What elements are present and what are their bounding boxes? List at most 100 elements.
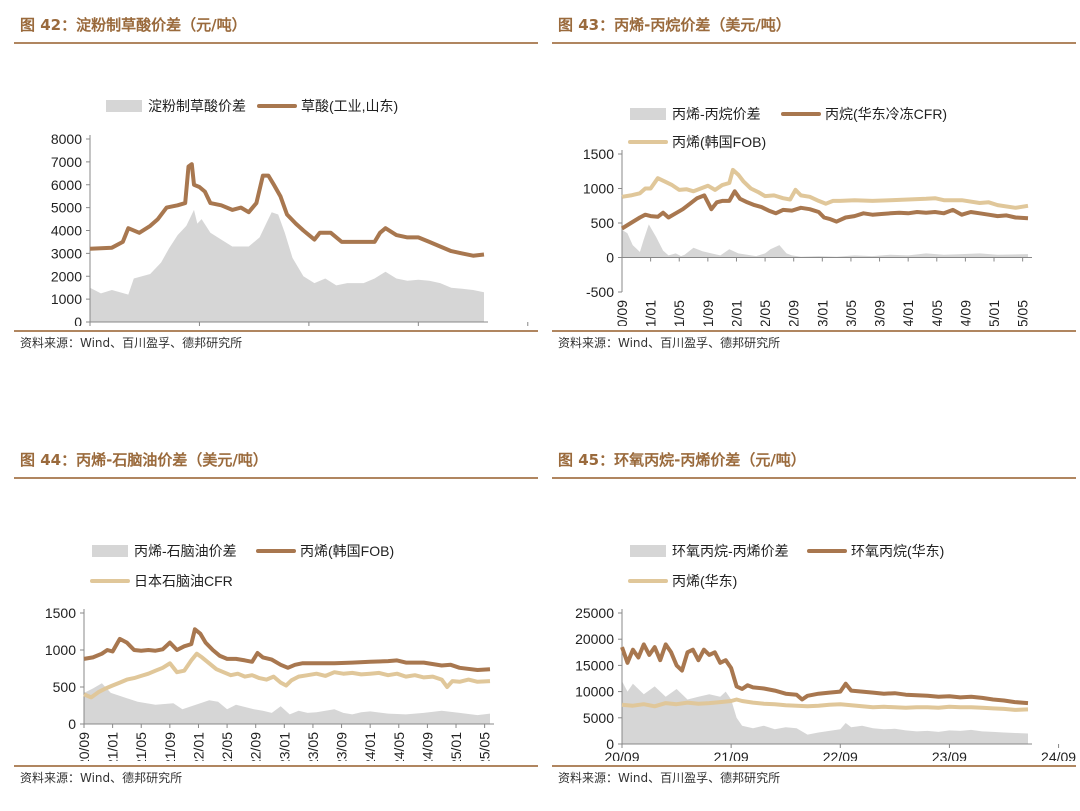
y-tick-label: 1000 [45,642,76,658]
x-tick-label: 22/05 [757,300,773,326]
series-line-丙烯(韩国FOB) [621,167,1029,210]
x-tick-label: 23/05 [305,732,321,761]
legend-label: 丙烷(华东冷冻CFR) [825,106,947,122]
y-tick-label: 1000 [583,181,614,197]
y-tick-label: 10000 [575,684,614,700]
y-tick-label: 20000 [575,631,614,647]
legend-label: 淀粉制草酸价差 [148,98,246,114]
legend-label: 丙烯-丙烷价差 [672,106,761,122]
x-tick-label: 22/09 [248,732,264,761]
legend-label: 丙烯(华东) [672,573,737,589]
y-tick-label: 8000 [51,131,82,147]
series-line-环氧丙烷(华东) [620,642,1029,706]
x-tick-label: 22/09 [823,749,858,761]
x-tick-label: 21/05 [671,300,687,326]
series-area-丙烯-丙烷价差 [622,224,1028,258]
x-tick-label: 23/05 [843,300,859,326]
figure-title: 图 43：丙烯-丙烷价差（美元/吨） [552,8,1076,44]
x-tick-label: 25/05 [477,732,493,761]
source-note: 资料来源：Wind、百川盈孚、德邦研究所 [14,330,538,354]
x-tick-label: 21/09 [700,300,716,326]
x-tick-label: 20/09 [76,732,92,761]
chart-44: 0 500 1000 1500 20/09 21/01 21/05 21/09 22/01 22/… [14,479,538,761]
source-note: 资料来源：Wind、百川盈孚、德邦研究所 [552,330,1076,354]
series-line-丙烯(华东) [621,697,1029,712]
legend-swatch-area [92,545,128,557]
figure-44-panel: 图 44：丙烯-石脑油价差（美元/吨） 0 500 1000 1500 20/09 21/… [14,443,538,789]
x-tick-label: 25/01 [986,300,1002,326]
legend-label: 丙烯(韩国FOB) [300,543,394,559]
x-tick-label: 24/01 [362,732,378,761]
x-tick-label: 24/05 [929,300,945,326]
series-area-淀粉制草酸价差 [90,209,484,322]
chart-43: -500 0 500 1000 1500 20/09 21/01 21/05 21/09 22/0… [552,44,1076,326]
legend-label: 环氧丙烷(华东) [851,543,944,559]
x-tick-label: 24/05 [391,732,407,761]
legend-label: 丙烯-石脑油价差 [134,543,237,559]
y-tick-label: 1000 [51,291,82,307]
x-tick-label: 24/01 [900,300,916,326]
y-tick-label: 25000 [575,605,614,621]
y-tick-label: 2000 [51,268,82,284]
x-tick-label: 24/09 [419,732,435,761]
series-line-丙烷(华东冷冻CFR) [620,189,1029,231]
series-area-环氧丙烷-丙烯价差 [622,681,1028,744]
series-area-丙烯-石脑油价差 [84,683,490,724]
legend-swatch-area [106,100,142,112]
x-tick-label: 24/09 [957,300,973,326]
chart-45: 0 5000 10000 15000 20000 25000 20/09 21/09 22/09… [552,479,1076,761]
x-tick-label: 21/09 [162,732,178,761]
x-tick-label: 23/09 [872,300,888,326]
x-tick-label: 25/05 [1015,300,1031,326]
x-tick-label: 23/01 [276,732,292,761]
x-tick-label: 23/09 [932,749,967,761]
x-tick-label: 22/05 [219,732,235,761]
x-tick-label: 21/05 [133,732,149,761]
x-tick-label: 20/09 [614,300,630,326]
x-tick-label: 20/09 [604,749,639,761]
x-tick-label: 22/01 [190,732,206,761]
y-tick-label: 1500 [45,605,76,621]
series-line-丙烯(韩国FOB) [83,627,491,672]
legend-label: 日本石脑油CFR [134,573,233,589]
legend-label: 草酸(工业,山东) [301,98,398,114]
x-tick-label: 23/09 [334,732,350,761]
legend-label: 环氧丙烷-丙烯价差 [672,543,789,559]
chart-42: 01000200030004000500060007000800020/0921… [14,44,538,326]
figure-title: 图 45：环氧丙烷-丙烯价差（元/吨） [552,443,1076,479]
y-tick-label: 0 [68,716,76,732]
y-tick-label: 500 [591,215,615,231]
y-tick-label: 5000 [51,200,82,216]
x-tick-label: 22/01 [728,300,744,326]
legend-swatch-area [630,108,666,120]
figure-title: 图 42：淀粉制草酸价差（元/吨） [14,8,538,44]
x-tick-label: 22/09 [786,300,802,326]
x-tick-label: 21/09 [714,749,749,761]
legend-label: 丙烯(韩国FOB) [672,134,766,150]
x-tick-label: 21/01 [643,300,659,326]
x-tick-label: 21/01 [105,732,121,761]
figure-45-panel: 图 45：环氧丙烷-丙烯价差（元/吨） 0 5000 10000 15000 20000… [552,443,1076,789]
y-tick-label: 4000 [51,223,82,239]
y-tick-label: 1500 [583,146,614,162]
y-tick-label: 7000 [51,154,82,170]
y-tick-label: 0 [606,736,614,752]
source-note: 资料来源：Wind、百川盈孚、德邦研究所 [552,765,1076,789]
figure-43-panel: 图 43：丙烯-丙烷价差（美元/吨） -500 0 500 1000 1500 20/09… [552,8,1076,354]
series-line-草酸(工业,山东) [89,162,485,258]
y-tick-label: 500 [53,679,77,695]
y-tick-label: 3000 [51,245,82,261]
y-tick-label: 15000 [575,657,614,673]
y-tick-label: 0 [74,314,82,326]
x-tick-label: 23/01 [814,300,830,326]
figure-title: 图 44：丙烯-石脑油价差（美元/吨） [14,443,538,479]
y-tick-label: 0 [606,250,614,266]
figure-42-panel: 图 42：淀粉制草酸价差（元/吨） 0 1000 2000 3000 4000 5000 6… [14,8,538,354]
y-tick-label: 6000 [51,177,82,193]
y-tick-label: 5000 [583,710,614,726]
legend-swatch-area [630,545,666,557]
series-line-日本石脑油CFR [83,651,491,700]
y-tick-label: -500 [586,284,614,300]
x-tick-label: 25/01 [448,732,464,761]
source-note: 资料来源：Wind、德邦研究所 [14,765,538,789]
